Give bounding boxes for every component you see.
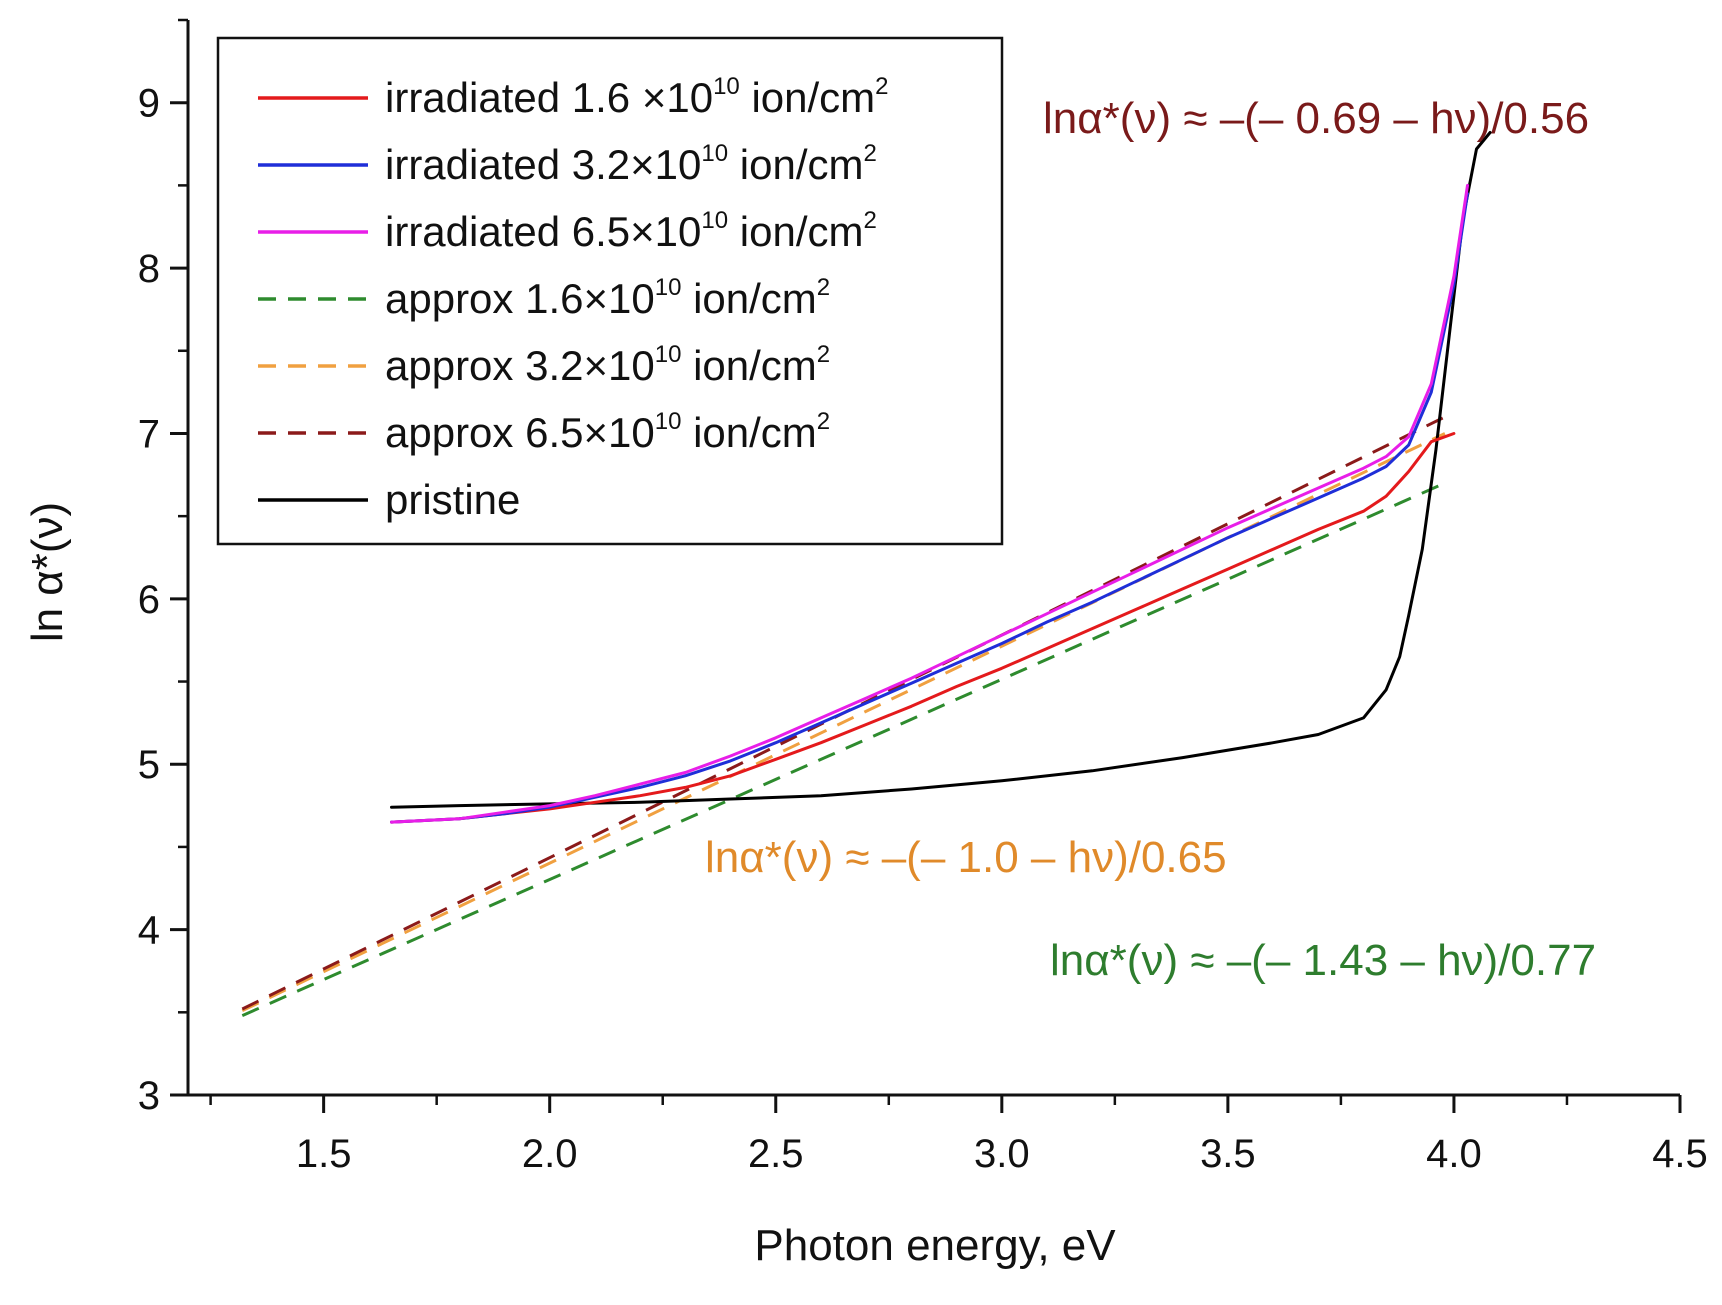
x-tick-label: 4.5 — [1652, 1132, 1708, 1176]
y-tick-label: 3 — [138, 1074, 160, 1118]
legend-label-3: approx 1.6×1010 ion/cm2 — [385, 274, 830, 322]
legend-label-4: approx 3.2×1010 ion/cm2 — [385, 341, 830, 389]
annotation-fit-6.5: lnα*(ν) ≈ –(– 0.69 – hν)/0.56 — [1043, 94, 1589, 143]
legend-label-5: approx 6.5×1010 ion/cm2 — [385, 408, 830, 456]
legend-box — [216, 36, 1004, 546]
legend-label-2: irradiated 6.5×1010 ion/cm2 — [385, 207, 877, 255]
legend: irradiated 1.6 ×1010 ion/cm2 irradiated 3… — [216, 36, 1004, 546]
y-tick-label: 6 — [138, 578, 160, 622]
series-line-0 — [390, 432, 1456, 824]
y-tick-label: 9 — [138, 82, 160, 126]
legend-label-1: irradiated 3.2×1010 ion/cm2 — [385, 140, 877, 188]
y-tick-label: 4 — [138, 909, 160, 953]
x-tick-label: 2.5 — [748, 1132, 804, 1176]
y-tick-label: 5 — [138, 743, 160, 787]
annotation-fit-3.2: lnα*(ν) ≈ –(– 1.0 – hν)/0.65 — [705, 833, 1227, 882]
y-tick-label: 7 — [138, 412, 160, 456]
y-tick-label: 8 — [138, 247, 160, 291]
x-tick-label: 3.0 — [974, 1132, 1030, 1176]
legend-label-6: pristine — [385, 476, 520, 523]
y-axis-title: ln α*(ν) — [23, 502, 72, 642]
x-axis-title: Photon energy, eV — [754, 1221, 1116, 1270]
legend-label-0: irradiated 1.6 ×1010 ion/cm2 — [385, 73, 889, 121]
series-line-6 — [390, 131, 1492, 809]
axis-ticks: 1.5 2.0 2.5 3.0 3.5 4.0 4.5 3 4 5 6 7 8 9 — [138, 18, 1708, 1176]
annotation-fit-1.6: lnα*(ν) ≈ –(– 1.43 – hν)/0.77 — [1050, 936, 1596, 985]
series-line-1 — [390, 192, 1469, 824]
series-line-2 — [390, 183, 1469, 824]
series-line-3 — [241, 481, 1446, 1017]
x-tick-label: 3.5 — [1200, 1132, 1256, 1176]
series-layer — [241, 131, 1492, 1017]
x-tick-label: 2.0 — [522, 1132, 578, 1176]
x-tick-label: 1.5 — [296, 1132, 352, 1176]
x-tick-label: 4.0 — [1426, 1132, 1482, 1176]
